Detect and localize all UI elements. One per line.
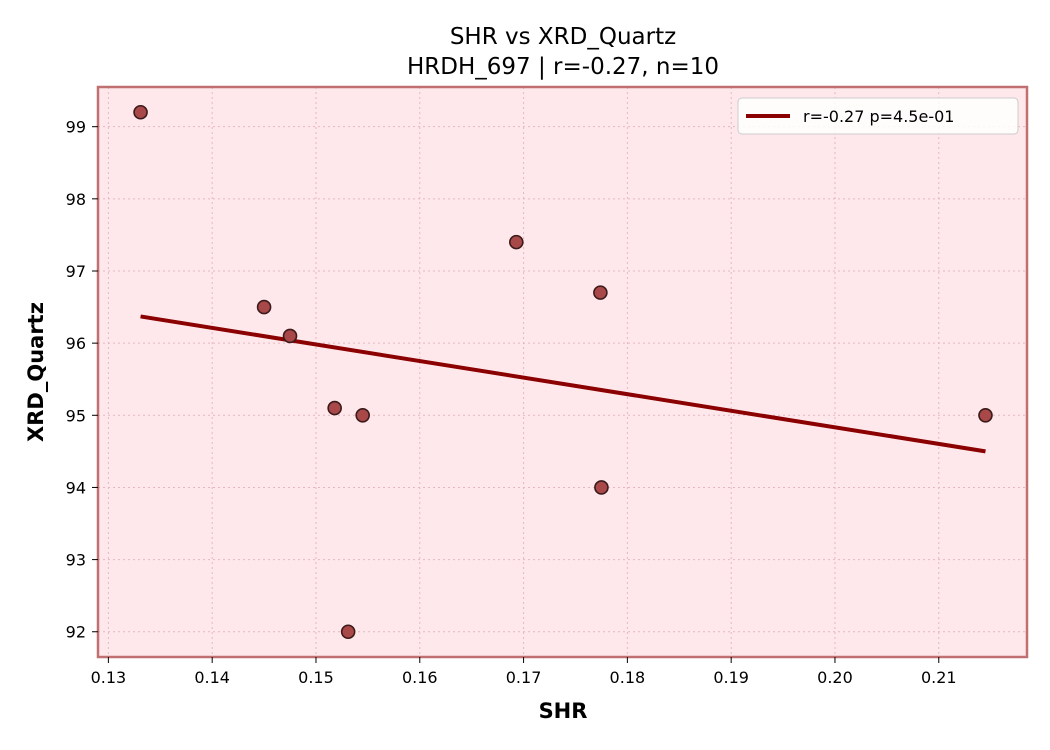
y-axis: 92 93 94 95 96 97 98 99: [66, 118, 98, 642]
data-point[interactable]: [978, 407, 993, 423]
legend-box: [737, 97, 1019, 135]
data-point[interactable]: [355, 407, 370, 423]
x-axis-label: SHR: [539, 699, 588, 723]
x-tick-label: 0.21: [921, 668, 957, 687]
data-point[interactable]: [133, 104, 148, 120]
x-tick-label: 0.14: [194, 668, 230, 687]
x-axis: 0.13 0.14 0.15 0.16 0.17 0.18 0.19 0.20 0.21: [91, 657, 957, 687]
data-point[interactable]: [509, 234, 524, 250]
x-tick-label: 0.15: [298, 668, 334, 687]
y-tick-label: 97: [66, 262, 86, 281]
data-point[interactable]: [340, 624, 356, 640]
chart-subtitle: HRDH_697 | r=-0.27, n=10: [407, 54, 719, 80]
fit-line: [140, 314, 986, 454]
x-tick-label: 0.13: [91, 668, 127, 687]
grid: [98, 87, 1027, 657]
data-point[interactable]: [327, 400, 342, 416]
x-tick-label: 0.17: [506, 668, 542, 687]
points-layer: [133, 104, 993, 640]
y-axis-label: XRD_Quartz: [24, 302, 48, 442]
plot-frame: [96, 85, 1029, 659]
y-tick-label: 95: [66, 406, 86, 425]
x-tick-label: 0.18: [610, 668, 646, 687]
legend-label: r=-0.27 p=4.5e-01: [803, 107, 954, 126]
y-tick-label: 92: [66, 623, 86, 642]
data-point[interactable]: [282, 328, 298, 344]
plot-area: [98, 87, 1027, 657]
y-tick-label: 99: [66, 118, 86, 137]
x-tick-label: 0.16: [402, 668, 438, 687]
y-tick-label: 96: [66, 334, 86, 353]
legend[interactable]: r=-0.27 p=4.5e-01: [737, 97, 1019, 135]
fit-line-layer: [140, 314, 986, 454]
chart-title: SHR vs XRD_Quartz: [450, 24, 676, 50]
data-point[interactable]: [593, 285, 608, 300]
y-tick-label: 93: [66, 551, 86, 570]
y-tick-label: 98: [66, 190, 86, 209]
x-tick-label: 0.19: [713, 668, 749, 687]
data-point[interactable]: [256, 299, 272, 315]
data-point[interactable]: [594, 480, 609, 495]
y-tick-label: 94: [66, 478, 86, 497]
x-tick-label: 0.20: [817, 668, 853, 687]
